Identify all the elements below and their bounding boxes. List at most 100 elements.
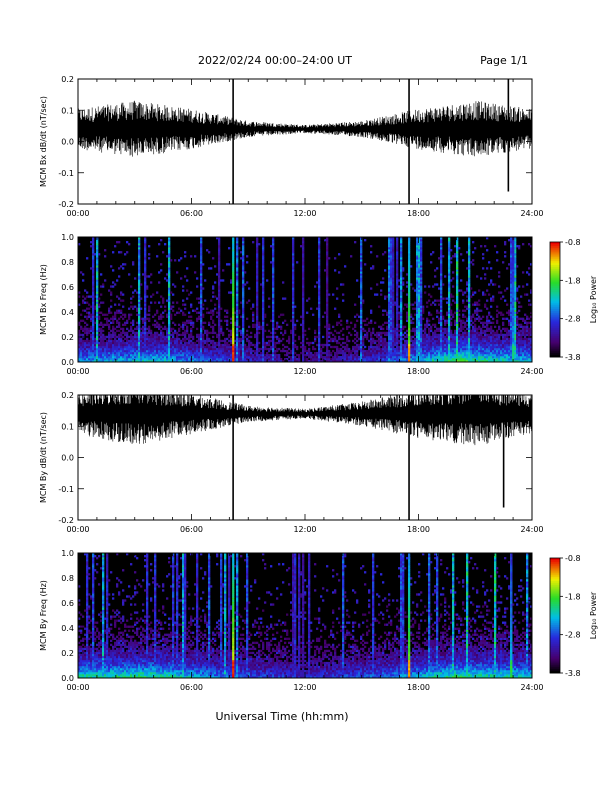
spectrogram-cell [240,349,243,353]
spectrogram-cell [206,347,209,351]
spectrogram-cell [212,343,215,347]
spectrogram-cell [388,301,391,304]
spectrogram-cell [86,357,89,361]
spectrogram-cell [396,315,399,318]
spectrogram-cell [106,339,109,343]
spectrogram-cell [318,271,321,274]
spectrogram-cell [440,251,443,254]
spectrogram-cell [424,329,427,333]
spectrogram-cell [326,307,329,310]
spectrogram-cell [360,251,363,254]
spectrogram-cell [458,337,461,341]
spectrogram-cell [84,355,87,359]
spectrogram-cell [210,331,213,335]
spectrogram-cell [454,345,457,349]
spectrogram-cell [292,243,295,246]
spectrogram-cell [378,347,381,351]
spectrogram-cell [180,349,183,353]
spectrogram-cell [326,347,329,351]
spectrogram-cell [218,249,221,252]
spectrogram-cell [362,335,365,339]
spectrogram-cell [218,307,221,310]
spectrogram-cell [242,275,245,278]
spectrogram-cell [92,335,95,339]
spectrogram-cell [482,321,485,324]
spectrogram-cell [438,351,441,355]
spectrogram-cell [144,305,147,308]
spectrogram-cell [200,291,203,294]
spectrogram-cell [326,331,329,335]
spectrogram-cell [84,359,87,363]
spectrogram-cell [424,285,427,288]
spectrogram-cell [156,331,159,335]
spectrogram-cell [420,309,423,312]
spectrogram-cell [230,345,233,349]
spectrogram-cell [138,351,141,355]
spectrogram-cell [160,355,163,359]
spectrogram-cell [324,343,327,347]
spectrogram-cell [188,349,191,353]
spectrogram-cell [78,295,81,298]
spectrogram-cell [122,317,125,320]
spectrogram-cell [292,311,295,314]
spectrogram-cell [418,327,421,331]
spectrogram-cell [426,359,429,363]
spectrogram-cell [440,345,443,349]
spectrogram-cell [262,247,265,250]
spectrogram-cell [420,259,423,262]
spectrogram-cell [318,359,321,363]
spectrogram-cell [392,245,395,248]
spectrogram-cell [118,241,121,244]
spectrogram-cell [390,355,393,359]
spectrogram-cell [364,263,367,266]
spectrogram-cell [392,277,395,280]
spectrogram-cell [398,339,401,343]
spectrogram-cell [448,313,451,316]
spectrogram-cell [246,347,249,351]
spectrogram-cell [168,341,171,345]
spectrogram-cell [464,345,467,349]
spectrogram-cell [400,349,403,353]
spectrogram-cell [416,357,419,361]
spectrogram-cell [80,355,83,359]
spectrogram-cell [192,351,195,355]
spectrogram-cell [160,305,163,308]
spectrogram-cell [130,337,133,341]
spectrogram-cell [422,337,425,341]
spectrogram-cell [168,309,171,312]
spectrogram-cell [140,349,143,353]
spectrogram-cell [84,339,87,343]
spectrogram-cell [480,309,483,312]
spectrogram-cell [420,273,423,276]
spectrogram-cell [322,335,325,339]
spectrogram-cell [430,335,433,339]
spectrogram-cell [116,353,119,357]
spectrogram-cell [462,325,465,329]
spectrogram-cell [272,357,275,361]
spectrogram-cell [474,329,477,333]
spectrogram-cell [294,345,297,349]
spectrogram-cell [456,281,459,284]
spectrogram-cell [282,297,285,300]
spectrogram-cell [214,343,217,347]
spectrogram-cell [486,347,489,351]
spectrogram-cell [356,333,359,337]
x-tick-label: 00:00 [66,209,89,218]
spectrogram-cell [384,333,387,337]
spectrogram-cell [258,341,261,345]
spectrogram-cell [144,267,147,270]
spectrogram-cell [278,337,281,341]
spectrogram-cell [148,355,151,359]
spectrogram-cell [358,315,361,318]
spectrogram-cell [294,327,297,331]
spectrogram-cell [272,353,275,357]
spectrogram-cell [388,323,391,327]
spectrogram-cell [152,335,155,339]
spectrogram-cell [298,359,301,363]
spectrogram-cell [482,325,485,329]
spectrogram-cell [138,323,141,327]
spectrogram-cell [238,309,241,312]
spectrogram-cell [326,259,329,262]
spectrogram-cell [396,335,399,339]
spectrogram-cell [168,339,171,343]
